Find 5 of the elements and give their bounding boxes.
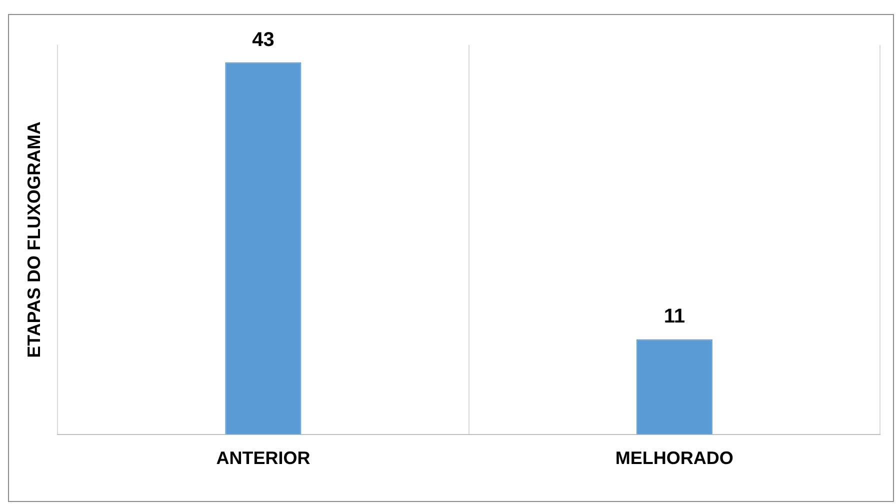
y-axis-title: ETAPAS DO FLUXOGRAMA: [24, 122, 44, 358]
data-label: 43: [252, 28, 274, 51]
data-label: 11: [664, 306, 685, 328]
x-tick-label: MELHORADO: [615, 448, 734, 468]
x-tick-label: ANTERIOR: [216, 448, 310, 468]
